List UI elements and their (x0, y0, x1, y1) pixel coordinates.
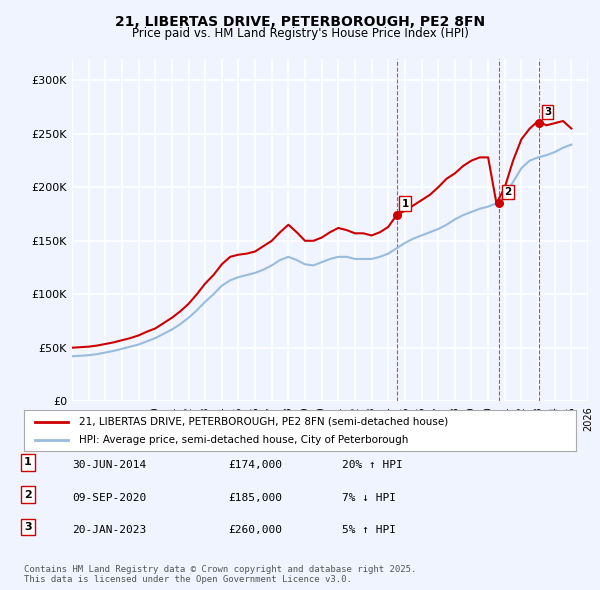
Text: 1: 1 (401, 199, 409, 209)
Text: £174,000: £174,000 (228, 460, 282, 470)
Text: 20% ↑ HPI: 20% ↑ HPI (342, 460, 403, 470)
Text: 21, LIBERTAS DRIVE, PETERBOROUGH, PE2 8FN (semi-detached house): 21, LIBERTAS DRIVE, PETERBOROUGH, PE2 8F… (79, 417, 448, 427)
Text: 2: 2 (24, 490, 32, 500)
Point (494, 199, 504, 208)
Text: £185,000: £185,000 (228, 493, 282, 503)
Text: 30-JUN-2014: 30-JUN-2014 (72, 460, 146, 470)
Text: £260,000: £260,000 (228, 525, 282, 535)
Point (534, 119, 544, 128)
Text: 2: 2 (504, 187, 512, 197)
Text: HPI: Average price, semi-detached house, City of Peterborough: HPI: Average price, semi-detached house,… (79, 435, 409, 445)
Text: 21, LIBERTAS DRIVE, PETERBOROUGH, PE2 8FN: 21, LIBERTAS DRIVE, PETERBOROUGH, PE2 8F… (115, 15, 485, 29)
Text: 3: 3 (24, 522, 32, 532)
Text: 5% ↑ HPI: 5% ↑ HPI (342, 525, 396, 535)
Text: 1: 1 (24, 457, 32, 467)
Text: Contains HM Land Registry data © Crown copyright and database right 2025.
This d: Contains HM Land Registry data © Crown c… (24, 565, 416, 584)
Text: Price paid vs. HM Land Registry's House Price Index (HPI): Price paid vs. HM Land Registry's House … (131, 27, 469, 40)
Text: 3: 3 (544, 107, 551, 117)
Point (392, 211, 401, 220)
Text: 20-JAN-2023: 20-JAN-2023 (72, 525, 146, 535)
Text: 7% ↓ HPI: 7% ↓ HPI (342, 493, 396, 503)
Text: 09-SEP-2020: 09-SEP-2020 (72, 493, 146, 503)
